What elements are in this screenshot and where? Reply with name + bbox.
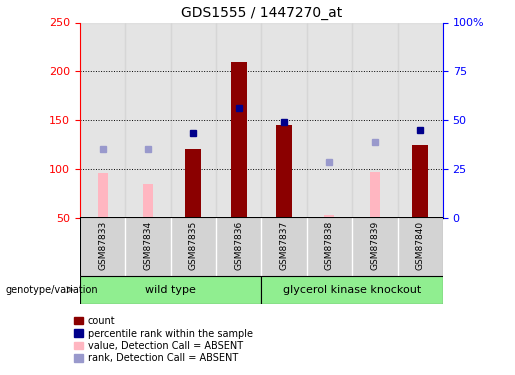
- Bar: [80, 22, 125, 218]
- Bar: [370, 172, 380, 217]
- Bar: [413, 146, 428, 218]
- Text: GSM87835: GSM87835: [189, 220, 198, 270]
- Bar: [216, 22, 261, 218]
- Bar: [307, 22, 352, 218]
- Bar: [261, 22, 307, 218]
- Text: genotype/variation: genotype/variation: [5, 285, 98, 295]
- Bar: [97, 172, 108, 217]
- Text: GSM87839: GSM87839: [370, 220, 380, 270]
- Bar: [398, 22, 443, 218]
- Text: GSM87837: GSM87837: [280, 220, 288, 270]
- Text: GSM87838: GSM87838: [325, 220, 334, 270]
- Bar: [324, 214, 334, 217]
- Bar: [352, 22, 398, 218]
- Legend: count, percentile rank within the sample, value, Detection Call = ABSENT, rank, : count, percentile rank within the sample…: [74, 316, 253, 363]
- Bar: [170, 22, 216, 218]
- Text: glycerol kinase knockout: glycerol kinase knockout: [283, 285, 421, 295]
- Bar: [143, 184, 153, 218]
- Text: GSM87834: GSM87834: [143, 220, 152, 270]
- Text: GSM87833: GSM87833: [98, 220, 107, 270]
- Text: wild type: wild type: [145, 285, 196, 295]
- Text: GSM87840: GSM87840: [416, 220, 425, 270]
- Bar: [80, 276, 261, 304]
- Bar: [125, 22, 170, 218]
- Text: GSM87836: GSM87836: [234, 220, 243, 270]
- Bar: [231, 62, 247, 217]
- Bar: [261, 276, 443, 304]
- Title: GDS1555 / 1447270_at: GDS1555 / 1447270_at: [181, 6, 342, 20]
- Bar: [185, 149, 201, 217]
- Bar: [276, 125, 292, 217]
